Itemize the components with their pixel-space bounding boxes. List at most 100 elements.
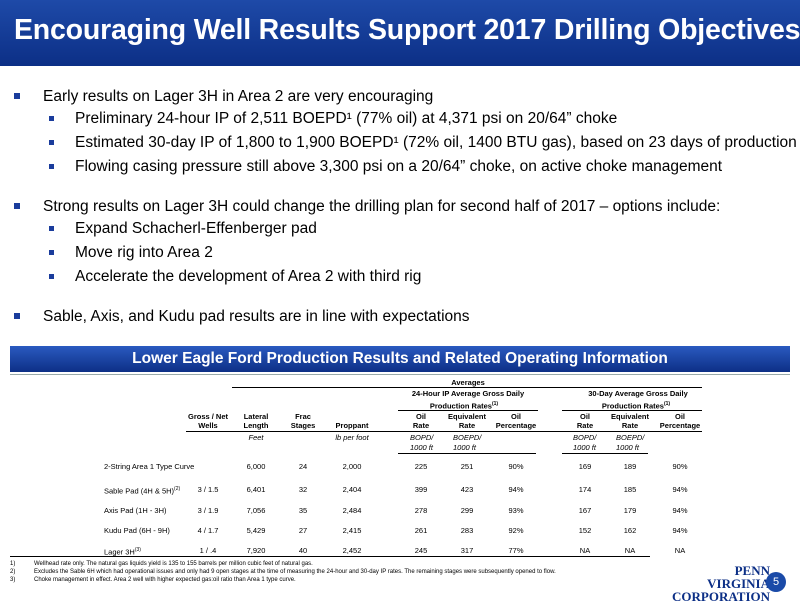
sub-bullet-text: Preliminary 24-hour IP of 2,511 BOEPD¹ (… (75, 110, 618, 127)
sub-bullet-item: Flowing casing pressure still above 3,30… (12, 156, 792, 180)
col-header-oil-rate-24: Rate (412, 421, 430, 430)
sub-bullet-text: Accelerate the development of Area 2 wit… (75, 268, 422, 285)
col-header-equiv-rate-24: Rate (458, 421, 476, 430)
col-header-oil-pct-24: Percentage (495, 421, 537, 430)
cell-proppant: 2,404 (342, 485, 362, 494)
unit-label: 1000 ft (616, 443, 639, 452)
table-banner: Lower Eagle Ford Production Results and … (10, 346, 790, 372)
cell-oil24: 225 (414, 462, 428, 471)
cell-frac: 27 (298, 526, 308, 535)
unit-label: Feet (248, 433, 264, 442)
row-label: Lager 3H(3) (104, 547, 141, 557)
page-number: 5 (766, 572, 786, 592)
cell-pct24: 77% (508, 546, 524, 555)
cell-lateral: 5,429 (246, 526, 266, 535)
group-header-24hr: 24-Hour IP Average Gross Daily (411, 389, 525, 398)
row-label: 2-String Area 1 Type Curve (104, 462, 195, 471)
sub-bullet-text: Flowing casing pressure still above 3,30… (75, 158, 723, 175)
bullet-marker (49, 226, 54, 231)
cell-frac: 40 (298, 546, 308, 555)
row-label: Kudu Pad (6H - 9H) (104, 526, 170, 535)
cell-oil30: NA (579, 546, 591, 555)
cell-proppant: 2,484 (342, 506, 362, 515)
cell-eq24: 317 (460, 546, 474, 555)
group-header-averages: Averages (451, 378, 485, 387)
col-header-equiv-rate-24: Equivalent (448, 412, 486, 421)
bullet-text: Strong results on Lager 3H could change … (43, 198, 721, 215)
sub-bullet-item: Estimated 30-day IP of 1,800 to 1,900 BO… (12, 132, 797, 156)
bullet-marker (49, 140, 54, 145)
unit-label: BOEPD/ (453, 433, 482, 442)
rule-line (562, 453, 648, 454)
footnote-ref: (3) (134, 547, 141, 553)
cell-pct24: 90% (508, 462, 524, 471)
cell-pct30: 94% (672, 506, 688, 515)
unit-label: BOPD/ (573, 433, 597, 442)
bullet-marker (49, 250, 54, 255)
cell-proppant: 2,000 (342, 462, 362, 471)
footnote: 2) Excludes the Sable 6H which had operat… (10, 569, 556, 575)
cell-oil30: 169 (578, 462, 592, 471)
bullet-marker (49, 116, 54, 121)
col-header-oil-pct-24: Oil (510, 412, 522, 421)
unit-label: BOPD/ (410, 433, 434, 442)
cell-pct24: 92% (508, 526, 524, 535)
bullet-list: Early results on Lager 3H in Area 2 are … (12, 86, 797, 328)
unit-label: 1000 ft (573, 443, 596, 452)
col-header-frac: Stages (290, 421, 316, 430)
cell-pct30: 94% (672, 526, 688, 535)
col-header-frac: Frac (295, 412, 311, 421)
bullet-marker (14, 203, 20, 209)
rule-line (398, 410, 538, 411)
col-header-oil-pct-30: Percentage (659, 421, 701, 430)
col-header-proppant: Proppant (335, 421, 369, 430)
bullet-marker (49, 274, 54, 279)
col-header-lateral: Length (243, 421, 269, 430)
bullet-item: Strong results on Lager 3H could change … (12, 196, 792, 218)
sub-bullet-text: Move rig into Area 2 (75, 244, 213, 261)
cell-pct24: 94% (508, 485, 524, 494)
rule-line (186, 431, 702, 432)
rule-line (562, 410, 702, 411)
sub-bullet-text: Expand Schacherl-Effenberger pad (75, 220, 317, 237)
bullet-marker (14, 93, 20, 99)
cell-lateral: 6,401 (246, 485, 266, 494)
col-header-oil-rate-24: Oil (415, 412, 427, 421)
cell-wells: 1 / .4 (199, 546, 217, 555)
cell-eq24: 423 (460, 485, 474, 494)
cell-oil24: 278 (414, 506, 428, 515)
cell-oil30: 152 (578, 526, 592, 535)
col-header-lateral: Lateral (243, 412, 269, 421)
bullet-item: Early results on Lager 3H in Area 2 are … (12, 86, 792, 108)
cell-eq24: 283 (460, 526, 474, 535)
cell-oil24: 399 (414, 485, 428, 494)
sub-bullet-item: Move rig into Area 2 (12, 242, 792, 266)
col-header-wells: Gross / Net (187, 412, 229, 421)
cell-wells: 3 / 1.5 (197, 485, 219, 494)
group-header-24hr-2: Production Rates(1) (429, 401, 499, 411)
footnote-divider (10, 556, 650, 557)
sub-bullet-text: Estimated 30-day IP of 1,800 to 1,900 BO… (75, 134, 797, 151)
rule-line (398, 453, 536, 454)
cell-pct30: NA (674, 546, 686, 555)
col-header-oil-rate-30: Oil (579, 412, 591, 421)
cell-frac: 32 (298, 485, 308, 494)
cell-pct30: 90% (672, 462, 688, 471)
row-label: Axis Pad (1H - 3H) (104, 506, 167, 515)
group-header-30day-2: Production Rates(1) (601, 401, 671, 411)
sub-bullet-item: Preliminary 24-hour IP of 2,511 BOEPD¹ (… (12, 108, 792, 132)
table-banner-text: Lower Eagle Ford Production Results and … (132, 350, 668, 367)
unit-label: 1000 ft (453, 443, 476, 452)
cell-eq24: 251 (460, 462, 474, 471)
title-bar: Encouraging Well Results Support 2017 Dr… (0, 0, 800, 66)
cell-lateral: 7,920 (246, 546, 266, 555)
sub-bullet-item: Accelerate the development of Area 2 wit… (12, 266, 792, 290)
cell-proppant: 2,415 (342, 526, 362, 535)
cell-frac: 35 (298, 506, 308, 515)
cell-proppant: 2,452 (342, 546, 362, 555)
cell-wells: 4 / 1.7 (197, 526, 219, 535)
col-header-oil-pct-30: Oil (674, 412, 686, 421)
cell-wells: 3 / 1.9 (197, 506, 219, 515)
cell-lateral: 7,056 (246, 506, 266, 515)
sub-bullet-item: Expand Schacherl-Effenberger pad (12, 218, 792, 242)
